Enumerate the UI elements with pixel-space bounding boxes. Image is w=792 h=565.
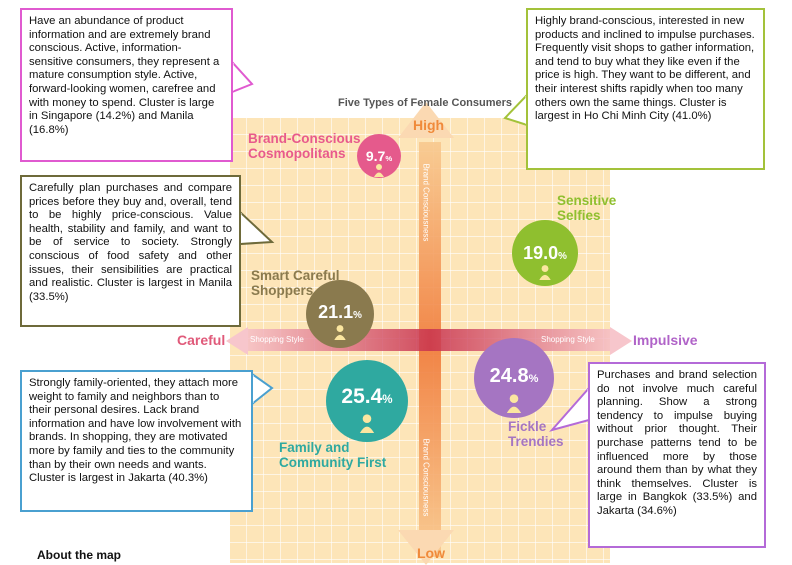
axis-label-impulsive: Impulsive [633,332,698,348]
cosmopolitans-circle [357,134,401,178]
left-arrow-icon [226,327,248,355]
shoppers-percent: 21.1% [318,302,362,322]
axis-label-low: Low [417,545,445,561]
person-icon [539,265,551,280]
down-arrow-icon [398,530,454,565]
trendies-label: Fickle Trendies [508,419,564,449]
person-icon [506,394,522,413]
selfies-label: Sensitive Selfies [557,193,617,223]
selfies-callout: Highly brand-conscious, interested in ne… [526,8,765,170]
diagram-title: Five Types of Female Consumers [338,97,513,109]
family-percent: 25.4% [341,385,393,408]
person-icon [359,414,375,433]
trendies-circle [474,338,554,418]
person-icon [374,164,384,177]
cosmopolitans-callout: Have an abundance of product information… [20,8,233,162]
shopping-style-left-label: Shopping Style [250,335,304,344]
about-the-map-heading: About the map [37,548,121,562]
axis-label-high: High [413,117,445,133]
shoppers-callout: Carefully plan purchases and compare pri… [20,175,241,327]
up-arrow-icon [398,102,454,138]
trendies-percent: 24.8% [489,365,539,387]
family-callout: Strongly family-oriented, they attach mo… [20,370,253,512]
cosmopolitans-percent: 9.7% [365,148,393,164]
axis-label-careful: Careful [177,332,226,348]
shopping-style-right-label: Shopping Style [541,335,595,344]
cosmopolitans-label: Brand-Conscious Cosmopolitans [248,131,361,161]
selfies-percent: 19.0% [523,243,567,263]
shoppers-label: Smart Careful Shoppers [251,268,340,298]
right-arrow-icon [610,327,632,355]
trendies-callout: Purchases and brand selection do not inv… [588,362,766,548]
family-label: Family and Community First [279,440,387,470]
person-icon [334,325,346,340]
